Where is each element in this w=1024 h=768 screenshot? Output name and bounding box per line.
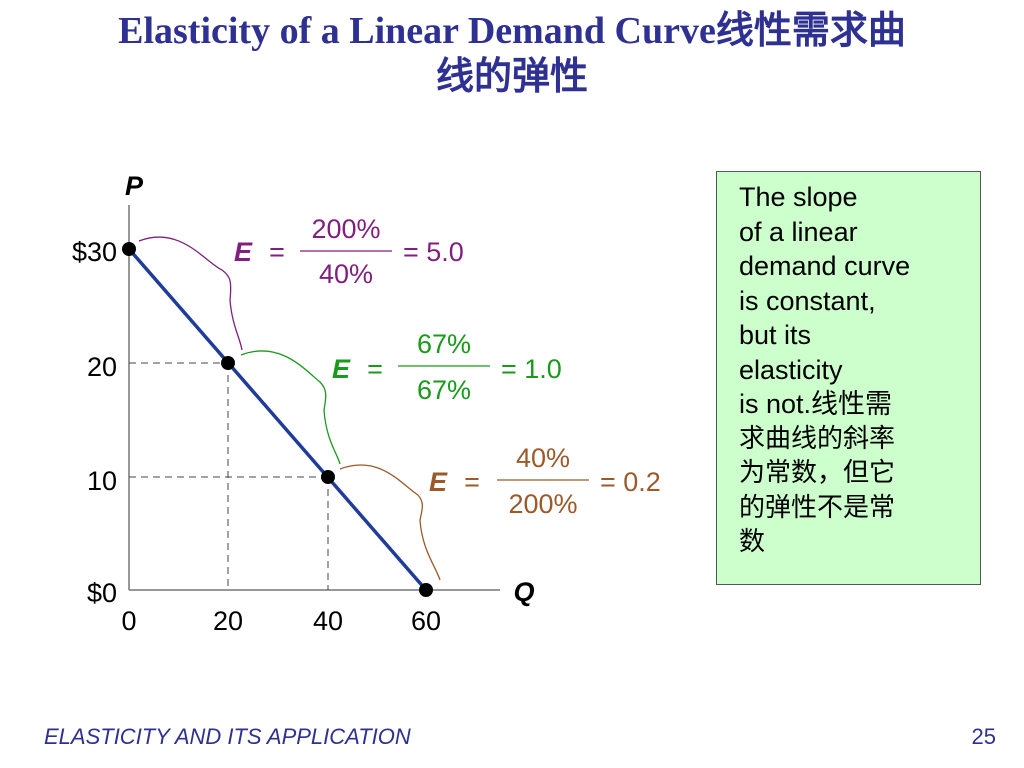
title-line-2: 线的弹性 xyxy=(435,56,588,98)
title-line-1: Elasticity of a Linear Demand Curve线性需求曲 xyxy=(118,10,906,52)
elasticity-label-top: E xyxy=(234,237,253,267)
y-tick-30: $30 xyxy=(72,237,117,267)
elasticity-numerator-bottom: 40% xyxy=(516,443,570,473)
elasticity-label-bottom: E xyxy=(429,467,448,497)
point-q40-p10 xyxy=(321,470,335,484)
note-line-cjk: 的弹性不是常 xyxy=(739,492,896,523)
point-q0-p30 xyxy=(122,242,136,256)
note-line: but its xyxy=(739,320,812,350)
note-line-cjk: 求曲线的斜率 xyxy=(739,423,896,454)
x-tick-20: 20 xyxy=(213,606,243,636)
point-q20-p20 xyxy=(221,356,235,370)
middle-segment-brace xyxy=(240,350,341,465)
page-title: Elasticity of a Linear Demand Curve线性需求曲… xyxy=(0,8,1024,100)
elasticity-numerator-top: 200% xyxy=(311,214,380,244)
elasticity-label-middle: E xyxy=(332,354,351,384)
x-tick-60: 60 xyxy=(411,606,441,636)
bottom-segment-brace xyxy=(339,464,441,581)
elasticity-equals-middle: = xyxy=(367,354,383,384)
slope-elasticity-note: The slope of a linear demand curve is co… xyxy=(716,171,981,585)
note-line-cjk: 为常数，但它 xyxy=(739,458,896,488)
x-axis-label: Q xyxy=(513,577,534,607)
note-line: is not.线性需 xyxy=(739,389,893,419)
page-number: 25 xyxy=(971,724,996,749)
note-line: demand curve xyxy=(739,251,911,281)
elasticity-denominator-bottom: 200% xyxy=(508,489,577,519)
elasticity-result-top: = 5.0 xyxy=(403,237,464,267)
demand-line xyxy=(127,247,428,592)
x-tick-40: 40 xyxy=(313,606,343,636)
note-line: of a linear xyxy=(739,216,858,247)
elasticity-denominator-middle: 67% xyxy=(417,375,471,405)
top-segment-brace xyxy=(138,236,243,351)
elasticity-equals-bottom: = xyxy=(464,467,480,497)
note-line-cjk: 数 xyxy=(739,527,766,557)
elasticity-result-middle: = 1.0 xyxy=(501,354,562,384)
elasticity-numerator-middle: 67% xyxy=(417,329,471,359)
point-q60-p0 xyxy=(419,583,433,597)
x-tick-0: 0 xyxy=(121,606,136,636)
note-line: is constant, xyxy=(739,285,876,316)
note-line: elasticity xyxy=(739,354,843,385)
guide-lines xyxy=(129,362,329,590)
elasticity-result-bottom: = 0.2 xyxy=(600,467,661,497)
y-axis-label: P xyxy=(125,171,144,201)
elasticity-equals-top: = xyxy=(269,237,285,267)
y-tick-10: 10 xyxy=(87,466,117,496)
y-tick-0: $0 xyxy=(87,578,117,608)
y-tick-20: 20 xyxy=(87,352,117,382)
elasticity-denominator-top: 40% xyxy=(319,259,373,289)
note-line: The slope xyxy=(739,182,858,212)
footer-title: ELASTICITY AND ITS APPLICATION xyxy=(44,724,411,749)
